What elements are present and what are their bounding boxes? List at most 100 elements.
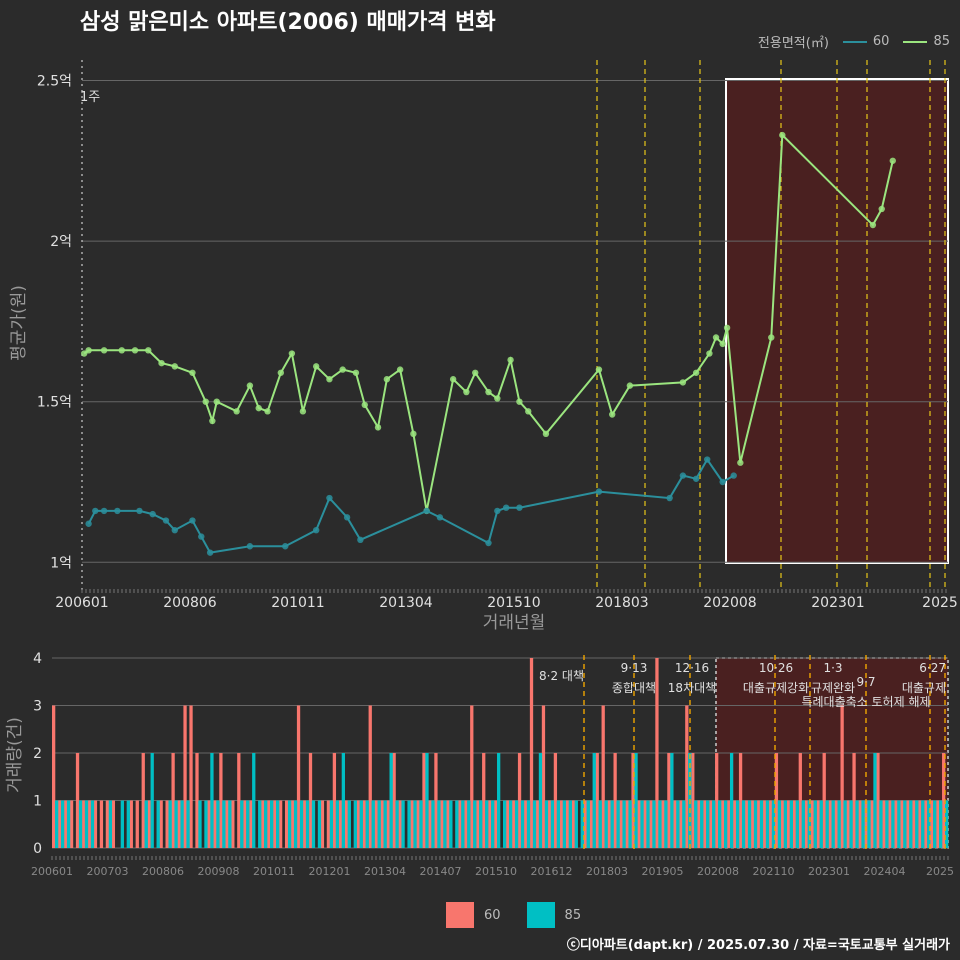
- policy-annotation-date: 12·16: [675, 661, 709, 675]
- bar-85: [652, 800, 656, 848]
- data-point-60: [679, 472, 687, 479]
- bar-60: [105, 800, 110, 848]
- bar-60: [171, 753, 175, 848]
- bar-60: [750, 800, 755, 848]
- bar-60: [213, 800, 217, 848]
- bar-85: [78, 800, 83, 848]
- bar-60: [52, 705, 56, 848]
- data-point-85: [609, 411, 616, 418]
- data-point-85: [202, 398, 209, 405]
- bar-85: [735, 800, 740, 848]
- bar-85: [485, 800, 489, 848]
- bar-60: [99, 800, 104, 848]
- bar-60: [685, 705, 689, 848]
- bar-60: [846, 800, 850, 848]
- bar-60: [482, 753, 486, 848]
- bar-60: [703, 800, 707, 848]
- bar-85: [945, 800, 949, 848]
- bar-x-tick-label: 201201: [309, 865, 351, 878]
- policy-annotation-date: 6·27: [919, 661, 946, 675]
- bar-85: [861, 800, 865, 848]
- policy-annotation-label: 대출규제강화: [743, 681, 809, 695]
- data-point-85: [719, 340, 726, 348]
- policy-annotation-label: 규제완화: [811, 681, 855, 695]
- data-point-85: [485, 388, 492, 396]
- data-point-85: [723, 324, 731, 332]
- bar-60: [900, 800, 904, 848]
- bar-60: [942, 753, 946, 848]
- policy-annotation-label: 18차대책: [668, 680, 716, 695]
- data-point-85: [712, 334, 720, 341]
- bar-60: [464, 800, 468, 848]
- data-point-85: [516, 398, 523, 405]
- bar-60: [111, 800, 116, 848]
- bar-60: [273, 800, 277, 848]
- bar-60: [780, 800, 785, 848]
- data-point-85: [158, 359, 165, 367]
- bar-85: [765, 800, 770, 848]
- bar-60: [302, 800, 307, 848]
- bar-60: [207, 800, 211, 848]
- bar-60: [129, 800, 133, 848]
- bar-60: [428, 800, 432, 848]
- bar-85: [903, 800, 907, 848]
- bar-85: [526, 800, 531, 848]
- bar-60: [715, 753, 719, 848]
- bar-x-tick-label: 201011: [253, 865, 295, 878]
- data-point-85: [312, 363, 320, 370]
- bar-85: [724, 800, 728, 848]
- bar-85: [550, 800, 555, 848]
- bar-85: [258, 800, 262, 848]
- data-point-60: [198, 533, 205, 540]
- legend-label-85: 85: [933, 34, 950, 49]
- data-point-85: [869, 221, 877, 229]
- bar-60: [261, 800, 265, 848]
- bar-60: [249, 800, 253, 848]
- data-point-85: [326, 376, 333, 383]
- bar-60: [906, 800, 910, 848]
- bar-60: [87, 800, 92, 848]
- bar-85: [789, 800, 793, 848]
- bar-60: [768, 800, 773, 848]
- y-axis-title: 평균가(원): [9, 285, 29, 361]
- data-point-85: [889, 157, 896, 164]
- bar-85: [891, 800, 895, 848]
- bar-85: [120, 800, 124, 848]
- bar-85: [204, 800, 208, 848]
- bar-60: [840, 705, 844, 848]
- data-point-85: [209, 417, 216, 425]
- x-tick-label: 200601: [55, 595, 108, 611]
- bar-85: [347, 800, 351, 848]
- bar-60: [446, 800, 450, 848]
- bar-60: [918, 800, 922, 848]
- bar-85: [676, 800, 680, 848]
- bar-85: [54, 800, 59, 848]
- x-tick-label: 201510: [487, 595, 540, 611]
- data-point-60: [719, 478, 726, 486]
- bar-60: [834, 800, 838, 848]
- policy-annotation-label: 특례대출축소 토허제 해제: [801, 695, 930, 709]
- bar-60: [864, 800, 868, 848]
- data-point-60: [162, 517, 170, 524]
- bar-60: [697, 800, 701, 848]
- chart-title: 삼성 맑은미소 아파트(2006) 매매가격 변화: [80, 10, 496, 35]
- bar-85: [240, 800, 244, 848]
- bar-85: [598, 800, 602, 848]
- bar-85: [706, 800, 710, 848]
- bar-85: [741, 800, 746, 848]
- data-point-60: [246, 543, 254, 550]
- bar-85: [443, 800, 447, 848]
- bar-60: [416, 800, 420, 848]
- bar-85: [753, 800, 758, 848]
- policy-annotation-date: 9·7: [856, 675, 875, 689]
- bar-60: [738, 753, 743, 848]
- bar-60: [816, 800, 820, 848]
- bar-85: [933, 800, 937, 848]
- y-tick-label: 2억: [50, 234, 72, 250]
- legend-swatch-60: [446, 902, 474, 928]
- data-point-85: [878, 205, 885, 213]
- data-point-60: [282, 543, 289, 550]
- bar-60: [882, 800, 886, 848]
- bar-85: [449, 800, 453, 848]
- bar-85: [921, 800, 925, 848]
